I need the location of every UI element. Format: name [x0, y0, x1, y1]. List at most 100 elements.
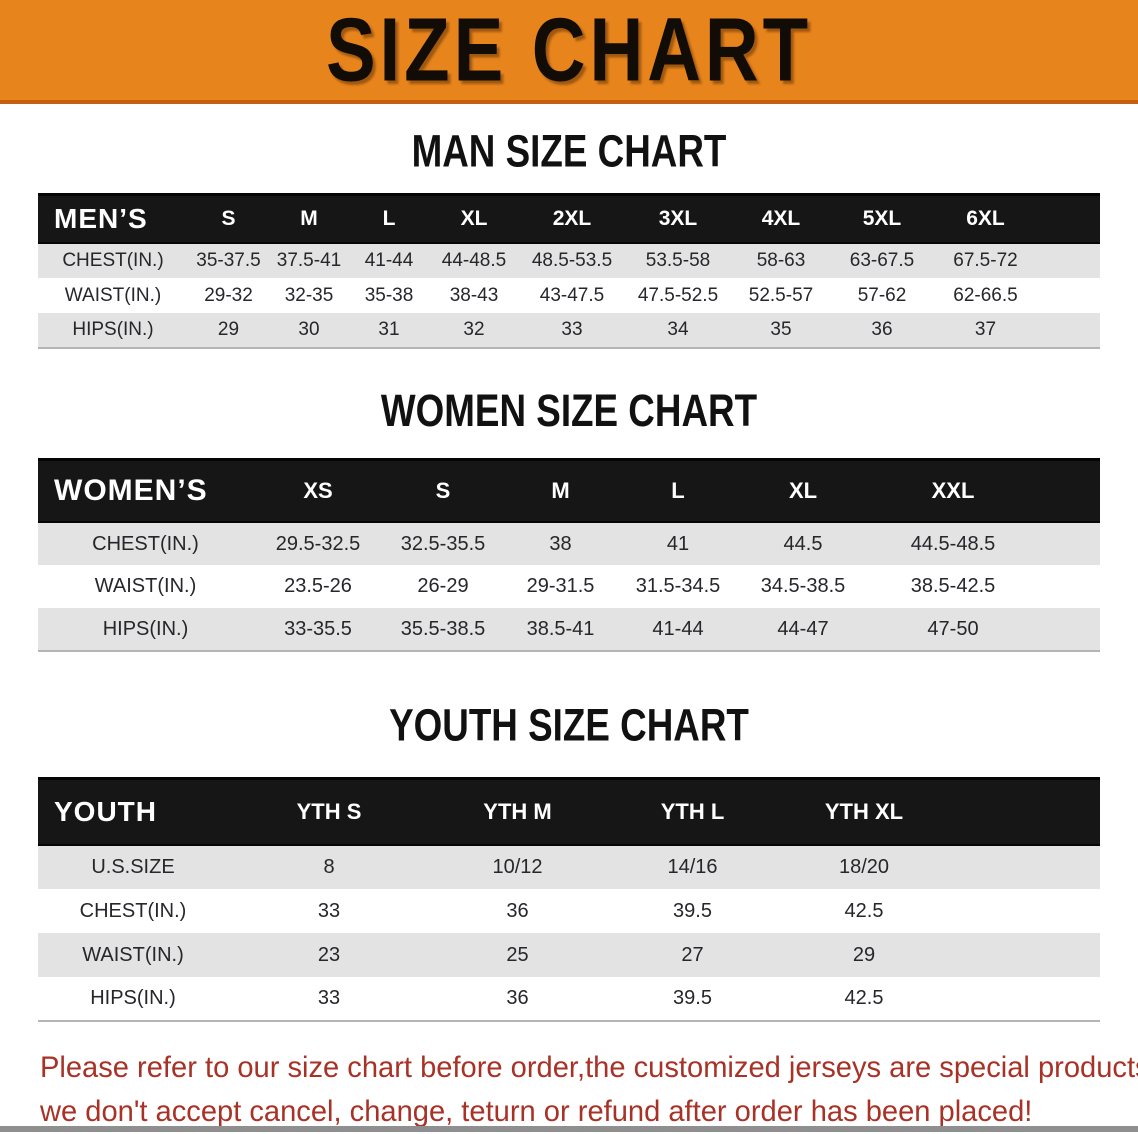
size-value-cell: 31.5-34.5 [618, 565, 738, 608]
table-corner-label: WOMEN’S [38, 458, 253, 523]
size-value-cell: 8 [228, 845, 430, 889]
size-value-cell: 42.5 [780, 977, 948, 1021]
size-column-header: S [383, 458, 503, 523]
disclaimer-line-1: Please refer to our size chart before or… [40, 1051, 1138, 1084]
size-value-cell: 63-67.5 [831, 243, 933, 278]
size-column-header: 2XL [519, 193, 625, 244]
size-row: CHEST(IN.) 29.5-32.5 32.5-35.5 38 41 44.5 44.5… [38, 522, 1100, 565]
size-header-row: MEN’S S M L XL 2XL 3XL 4XL 5XL 6XL [38, 193, 1100, 244]
size-value-cell: 18/20 [780, 845, 948, 889]
size-value-cell: 34.5-38.5 [738, 565, 868, 608]
size-value-cell: 37.5-41 [269, 243, 349, 278]
filler-cell [948, 889, 1100, 933]
filler-cell [1038, 522, 1100, 565]
image-bottom-edge [0, 1126, 1138, 1132]
size-header-row: WOMEN’S XS S M L XL XXL [38, 458, 1100, 523]
filler-cell [1038, 608, 1100, 651]
table-corner-label: MEN’S [38, 193, 188, 244]
size-value-cell: 33 [228, 889, 430, 933]
size-column-header: 3XL [625, 193, 731, 244]
size-column-header: XL [738, 458, 868, 523]
size-value-cell: 38.5-42.5 [868, 565, 1038, 608]
men-chart-title: MAN SIZE CHART [411, 126, 727, 178]
size-value-cell: 44.5 [738, 522, 868, 565]
filler-cell [1038, 313, 1100, 348]
size-value-cell: 58-63 [731, 243, 831, 278]
youth-size-table: YOUTH YTH S YTH M YTH L YTH XL U.S.SIZE 8 10/12… [38, 777, 1100, 1022]
row-label: HIPS(IN.) [38, 977, 228, 1021]
size-value-cell: 27 [605, 933, 780, 977]
filler-cell [1038, 193, 1100, 244]
size-value-cell: 35.5-38.5 [383, 608, 503, 651]
size-column-header: YTH L [605, 777, 780, 846]
size-value-cell: 36 [831, 313, 933, 348]
size-value-cell: 35-38 [349, 278, 429, 313]
size-value-cell: 62-66.5 [933, 278, 1038, 313]
size-value-cell: 26-29 [383, 565, 503, 608]
filler-cell [948, 977, 1100, 1021]
filler-cell [1038, 458, 1100, 523]
size-value-cell: 67.5-72 [933, 243, 1038, 278]
row-label: HIPS(IN.) [38, 313, 188, 348]
size-row: HIPS(IN.) 33 36 39.5 42.5 [38, 977, 1100, 1021]
size-value-cell: 57-62 [831, 278, 933, 313]
size-row: U.S.SIZE 8 10/12 14/16 18/20 [38, 845, 1100, 889]
row-label: CHEST(IN.) [38, 889, 228, 933]
size-value-cell: 44.5-48.5 [868, 522, 1038, 565]
size-value-cell: 10/12 [430, 845, 605, 889]
size-column-header: 4XL [731, 193, 831, 244]
banner-title: SIZE CHART [325, 0, 813, 101]
size-value-cell: 33 [228, 977, 430, 1021]
size-value-cell: 36 [430, 889, 605, 933]
size-value-cell: 38.5-41 [503, 608, 618, 651]
filler-cell [948, 845, 1100, 889]
size-row: CHEST(IN.) 35-37.5 37.5-41 41-44 44-48.5 48.5… [38, 243, 1100, 278]
size-value-cell: 38 [503, 522, 618, 565]
row-label: WAIST(IN.) [38, 278, 188, 313]
size-value-cell: 41-44 [618, 608, 738, 651]
size-value-cell: 29-32 [188, 278, 269, 313]
size-row: WAIST(IN.) 23.5-26 26-29 29-31.5 31.5-34.5 34… [38, 565, 1100, 608]
size-value-cell: 36 [430, 977, 605, 1021]
size-value-cell: 14/16 [605, 845, 780, 889]
size-header-row: YOUTH YTH S YTH M YTH L YTH XL [38, 777, 1100, 846]
size-value-cell: 32 [429, 313, 519, 348]
size-column-header: M [503, 458, 618, 523]
size-value-cell: 52.5-57 [731, 278, 831, 313]
size-value-cell: 31 [349, 313, 429, 348]
disclaimer: Please refer to our size chart before or… [40, 1046, 1138, 1134]
size-value-cell: 23 [228, 933, 430, 977]
size-value-cell: 47.5-52.5 [625, 278, 731, 313]
size-value-cell: 34 [625, 313, 731, 348]
table-corner-label: YOUTH [38, 777, 228, 846]
size-value-cell: 32.5-35.5 [383, 522, 503, 565]
size-value-cell: 37 [933, 313, 1038, 348]
size-value-cell: 48.5-53.5 [519, 243, 625, 278]
row-label: CHEST(IN.) [38, 522, 253, 565]
size-value-cell: 41 [618, 522, 738, 565]
size-value-cell: 30 [269, 313, 349, 348]
size-column-header: L [618, 458, 738, 523]
row-label: HIPS(IN.) [38, 608, 253, 651]
banner: SIZE CHART [0, 0, 1138, 104]
size-value-cell: 23.5-26 [253, 565, 383, 608]
size-value-cell: 42.5 [780, 889, 948, 933]
size-value-cell: 25 [430, 933, 605, 977]
size-value-cell: 41-44 [349, 243, 429, 278]
size-row: CHEST(IN.) 33 36 39.5 42.5 [38, 889, 1100, 933]
size-column-header: XL [429, 193, 519, 244]
men-size-table: MEN’S S M L XL 2XL 3XL 4XL 5XL 6XL CHEST(IN.) 35-37… [38, 193, 1100, 349]
size-value-cell: 29.5-32.5 [253, 522, 383, 565]
size-column-header: XXL [868, 458, 1038, 523]
size-value-cell: 29 [188, 313, 269, 348]
size-row: HIPS(IN.) 29 30 31 32 33 34 35 36 37 [38, 313, 1100, 348]
size-row: HIPS(IN.) 33-35.5 35.5-38.5 38.5-41 41-44 44-… [38, 608, 1100, 651]
size-column-header: YTH S [228, 777, 430, 846]
size-value-cell: 29 [780, 933, 948, 977]
size-value-cell: 33-35.5 [253, 608, 383, 651]
row-label: U.S.SIZE [38, 845, 228, 889]
size-value-cell: 43-47.5 [519, 278, 625, 313]
size-value-cell: 38-43 [429, 278, 519, 313]
youth-chart-title: YOUTH SIZE CHART [389, 700, 749, 752]
size-column-header: S [188, 193, 269, 244]
